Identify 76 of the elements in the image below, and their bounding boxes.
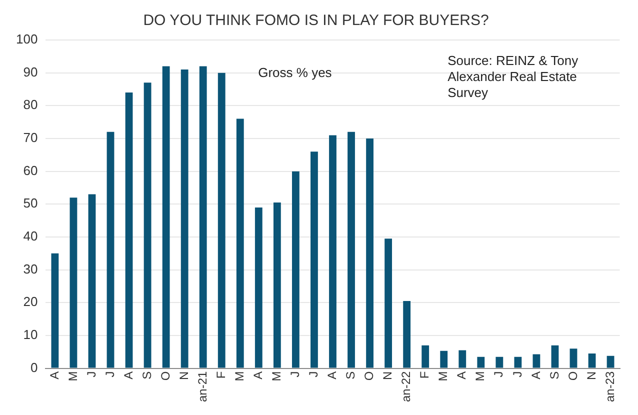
y-tick-label: 30: [23, 261, 38, 276]
y-tick-label: 90: [23, 64, 38, 80]
x-tick-label: J: [510, 371, 524, 378]
bar: [273, 202, 281, 368]
x-tick-label: A: [325, 371, 340, 380]
bar: [162, 66, 170, 368]
bar: [199, 66, 207, 368]
bar: [440, 350, 448, 368]
x-tick-label: N: [380, 371, 395, 380]
x-tick-label: A: [528, 371, 543, 380]
x-tick-label: an-22: [399, 370, 414, 402]
bar: [254, 207, 262, 368]
x-tick-label: J: [84, 371, 98, 378]
bar: [292, 171, 300, 368]
y-tick-label: 60: [23, 162, 38, 178]
y-tick-label: 10: [23, 327, 38, 342]
y-tick-label: 70: [23, 130, 38, 146]
bar: [403, 301, 411, 368]
x-tick-label: S: [140, 371, 154, 380]
y-tick-label: 80: [23, 97, 38, 112]
x-tick-label: N: [584, 371, 598, 380]
x-tick-label: F: [418, 371, 432, 379]
x-tick-label: A: [454, 371, 469, 380]
bar: [570, 348, 578, 368]
annotation: Gross % yes: [258, 65, 332, 80]
x-tick-label: J: [306, 371, 321, 378]
bar: [310, 152, 318, 368]
bar: [125, 92, 133, 368]
x-tick-label: N: [176, 371, 191, 380]
x-tick-label: J: [492, 371, 506, 378]
bar: [106, 132, 114, 368]
x-tick-label: S: [344, 371, 358, 380]
bar: [514, 356, 522, 368]
chart-title: DO YOU THINK FOMO IS IN PLAY FOR BUYERS?: [143, 12, 489, 30]
x-tick-label: S: [547, 371, 562, 380]
bar: [51, 253, 59, 368]
bar: [218, 72, 226, 368]
x-tick-label: A: [250, 371, 265, 380]
bar: [70, 198, 78, 368]
bar: [477, 356, 485, 368]
bar: [366, 138, 374, 368]
bar: [88, 194, 96, 368]
bar: [532, 354, 540, 368]
bar: [384, 238, 392, 368]
bar: [236, 118, 244, 368]
y-tick-label: 50: [23, 196, 38, 211]
x-tick-label: J: [288, 371, 302, 378]
x-tick-label: M: [232, 371, 246, 382]
x-tick-label: M: [269, 371, 284, 382]
bar: [458, 350, 466, 368]
x-tick-label: A: [121, 371, 136, 380]
x-tick-label: an-23: [602, 370, 617, 402]
x-tick-label: F: [214, 371, 228, 379]
x-tick-label: M: [473, 371, 488, 382]
y-tick-label: 100: [16, 32, 38, 47]
x-tick-label: O: [566, 371, 580, 381]
bar: [551, 345, 559, 368]
annotation: Source: REINZ & Tony Alexander Real Estate Survey: [448, 53, 579, 100]
x-tick-label: M: [66, 371, 80, 382]
x-tick-label: J: [102, 371, 117, 378]
bar: [348, 132, 355, 368]
bar: [606, 356, 614, 368]
bar: [422, 345, 430, 368]
y-tick-label: 0: [30, 360, 38, 375]
x-tick-label: an-21: [195, 370, 210, 402]
bar: [588, 354, 596, 368]
y-tick-label: 20: [23, 294, 38, 310]
y-tick-label: 40: [23, 228, 38, 244]
x-tick-label: O: [362, 371, 376, 381]
bar: [144, 82, 152, 368]
bar: [329, 135, 336, 368]
x-tick-label: A: [47, 371, 62, 380]
x-tick-label: M: [436, 371, 450, 382]
bar: [180, 70, 188, 368]
bar: [496, 356, 504, 368]
x-tick-label: O: [158, 371, 172, 381]
